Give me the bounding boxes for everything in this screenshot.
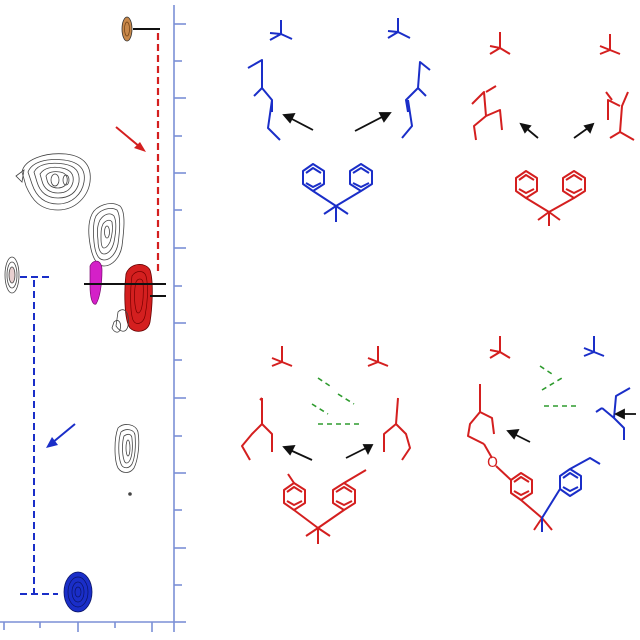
oxygen-label: O [487, 455, 498, 471]
oxygen-atom: O [487, 455, 498, 471]
peak-blue [63, 571, 93, 613]
contour-peak-lower [114, 424, 140, 496]
structure-blue-top [247, 18, 431, 222]
structure-mixed-bottom-right: O [467, 336, 631, 532]
vertical-axis [173, 5, 186, 632]
arrow-icon [282, 444, 374, 461]
structure-red-bottom-left [241, 346, 411, 544]
hydrogen-bonds-left [311, 377, 360, 425]
spectrum-panel [0, 5, 186, 632]
peak-magenta [89, 260, 103, 305]
peak-top-orange [121, 16, 133, 42]
structure-red-top [471, 32, 635, 226]
blue-arrow-icon [46, 423, 76, 448]
contour-peak-middle [88, 203, 125, 267]
contour-peak-large [15, 153, 91, 211]
vertical-axis-ticks [174, 23, 186, 623]
structure-blue-part [541, 336, 631, 532]
horizontal-axis [0, 621, 174, 632]
red-arrow-icon [115, 126, 146, 152]
hydrogen-bonds-right [539, 365, 576, 407]
arrow-icon [282, 112, 392, 132]
arrow-icon [506, 408, 636, 443]
contour-peak-small-left [4, 256, 20, 294]
arrow-icon [519, 122, 595, 139]
peak-red [111, 264, 153, 333]
structure-red-part [467, 336, 553, 531]
blue-dashed-correlation [20, 276, 58, 595]
